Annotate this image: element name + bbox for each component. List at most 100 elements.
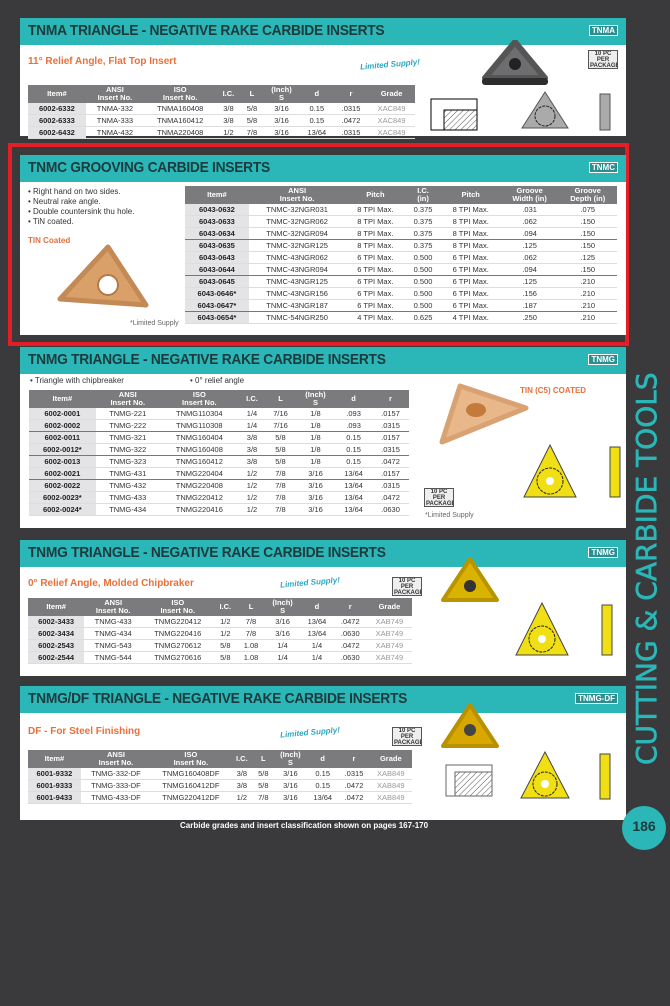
table-cell: .0157 — [372, 467, 409, 480]
section-badge: TNMG-DF — [575, 693, 618, 704]
table-cell: 5/8 — [240, 103, 264, 115]
pack-badge: 10 PC PER PACKAGE — [588, 50, 618, 69]
table-cell: TNMG-433-DF — [80, 791, 152, 804]
column-header: I.C. — [213, 598, 238, 616]
feature-text: 0° relief angle — [195, 376, 245, 385]
table-cell: TNMA-432 — [85, 126, 145, 139]
table-cell: 13/64 — [335, 503, 373, 516]
table-cell: 6 TPI Max. — [345, 299, 406, 312]
table-row: 6043-0634 TNMC-32NGR094 8 TPI Max. 0.375 8 T… — [185, 227, 617, 240]
table-row: 6002-2543 TNMG-543 TNMG270612 5/8 1.08 1/4 1/4… — [28, 639, 412, 652]
table-cell: 1/4 — [264, 651, 301, 664]
table-cell: 0.15 — [299, 103, 334, 115]
section-tnma: TNMA TRIANGLE - NEGATIVE RAKE CARBIDE IN… — [20, 18, 626, 139]
table-cell: 8 TPI Max. — [440, 239, 501, 252]
section-badge: TNMG — [588, 547, 618, 558]
table-cell: 3/16 — [264, 616, 301, 628]
table-cell: .210 — [558, 287, 617, 300]
section-title: TNMA TRIANGLE - NEGATIVE RAKE CARBIDE IN… — [28, 22, 385, 39]
table-cell: .0315 — [333, 103, 369, 115]
table-header-row: Item# ANSI Insert No. ISO Insert No. I.C. L (In… — [29, 390, 409, 408]
item-number: 6043-0644 — [185, 263, 249, 276]
table-cell: 3/16 — [295, 503, 336, 516]
table-cell: .0472 — [338, 779, 370, 792]
dimension-diagram — [520, 750, 611, 800]
table-cell: 8 TPI Max. — [345, 227, 406, 240]
section-badge: TNMC — [588, 162, 618, 173]
table-cell: TNMG-221 — [95, 408, 160, 420]
column-header: d — [307, 750, 339, 768]
column-header: Item# — [29, 390, 96, 408]
insert-image — [57, 244, 149, 308]
table-cell: 1/4 — [238, 408, 266, 420]
table-cell: TNMC-32NGR094 — [248, 227, 346, 240]
table-cell: 5/8 — [265, 455, 296, 468]
table-cell: XAB749 — [366, 627, 412, 640]
product-table: Item# ANSI Insert No. ISO Insert No. I.C. L (In… — [29, 390, 409, 516]
table-cell: 3/16 — [273, 779, 308, 792]
table-cell: XAB749 — [366, 616, 412, 628]
insert-image — [439, 383, 529, 445]
table-cell: 0.500 — [405, 263, 441, 276]
table-row: 6001-9433 TNMG-433-DF TNMG220412DF 1/2 7/8 3/… — [28, 791, 412, 804]
table-row: 6002-0002 TNMG-222 TNMG110308 1/4 7/16 1/8.09… — [29, 419, 409, 432]
table-cell: 4 TPI Max. — [345, 311, 406, 324]
table-cell: 1/2 — [230, 791, 253, 804]
table-cell: 13/64 — [335, 467, 373, 480]
table-cell: TNMG-321 — [95, 431, 160, 444]
table-cell: TNMG160408 — [159, 443, 239, 456]
table-cell: 7/8 — [237, 627, 265, 640]
table-header-row: Item# ANSI Insert No. ISO Insert No. I.C. L (In… — [28, 598, 412, 616]
table-cell: 1.08 — [237, 651, 265, 664]
feature-item: • Double countersink thu hole. — [28, 207, 135, 216]
table-cell: 13/64 — [307, 791, 339, 804]
table-cell: 1/8 — [295, 455, 336, 468]
column-header: (Inch) S — [273, 750, 308, 768]
table-cell: .150 — [558, 263, 617, 276]
table-cell: 13/64 — [300, 616, 334, 628]
limited-supply: Limited Supply! — [359, 57, 421, 72]
table-cell: 3/16 — [263, 103, 300, 115]
coating-label: TIN Coated — [28, 236, 71, 245]
item-number: 6002-6432 — [28, 126, 86, 139]
table-cell: TNMC-43NGR156 — [248, 287, 346, 300]
table-cell: 7/8 — [237, 616, 265, 628]
table-cell: 0.375 — [405, 215, 441, 228]
table-cell: XAB749 — [366, 639, 412, 652]
table-cell: TNMC-32NGR031 — [248, 204, 346, 216]
column-header: Pitch — [440, 186, 501, 204]
column-header: ANSI Insert No. — [248, 186, 346, 204]
insert-image — [482, 40, 548, 85]
table-cell: 5/8 — [252, 779, 274, 792]
limited-supply: Limited Supply! — [279, 725, 341, 740]
table-cell: TNMC-32NGR125 — [248, 239, 346, 252]
section-title: TNMG TRIANGLE - NEGATIVE RAKE CARBIDE IN… — [28, 351, 386, 368]
item-number: 6002-6332 — [28, 103, 86, 115]
table-cell: 6 TPI Max. — [345, 263, 406, 276]
table-cell: 0.15 — [299, 114, 334, 127]
feature-text: Triangle with chipbreaker — [34, 376, 124, 385]
table-cell: 7/8 — [265, 467, 296, 480]
table-cell: TNMG220412 — [142, 616, 214, 628]
table-cell: XAC849 — [368, 114, 415, 127]
table-cell: TNMC-43NGR125 — [248, 275, 346, 288]
column-header: d — [300, 598, 334, 616]
table-cell: .250 — [500, 311, 559, 324]
column-header: L — [240, 85, 264, 103]
table-cell: TNMA-333 — [85, 114, 145, 127]
table-cell: TNMG-222 — [95, 419, 160, 432]
product-table: Item# ANSI Insert No. Pitch I.C. (in) Pitch Gro… — [185, 186, 617, 324]
product-table: Item# ANSI Insert No. ISO Insert No. I.C. L (In… — [28, 750, 412, 804]
table-cell: TNMC-43NGR062 — [248, 251, 346, 264]
table-cell: 0.500 — [405, 287, 441, 300]
table-cell: .0472 — [338, 791, 370, 804]
insert-image — [441, 557, 499, 602]
table-cell: .150 — [558, 227, 617, 240]
table-cell: 0.375 — [405, 239, 441, 252]
column-header: Item# — [28, 750, 81, 768]
table-cell: TNMG-332-DF — [80, 768, 152, 780]
table-cell: 3/8 — [230, 779, 253, 792]
item-number: 6001-9333 — [28, 779, 81, 792]
table-cell: .0315 — [372, 479, 409, 492]
feature-list: • Right hand on two sides. • Neutral rake… — [28, 187, 134, 227]
